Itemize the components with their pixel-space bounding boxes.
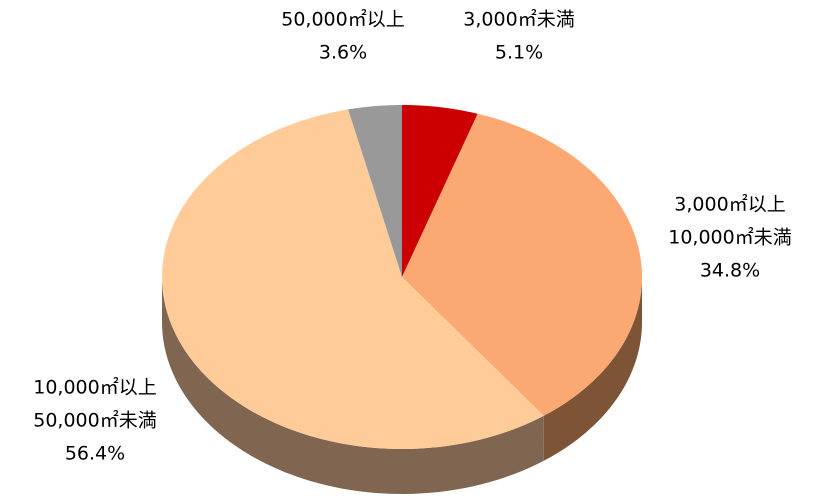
slice-label: 10,000㎡以上 <box>33 376 156 399</box>
value-label: 3.6% <box>319 42 367 64</box>
slice-side <box>543 277 642 461</box>
slice <box>402 105 478 277</box>
value-label: 56.4% <box>65 443 125 465</box>
slice <box>348 105 402 277</box>
slice-label: 3,000㎡以上 <box>674 193 785 216</box>
slice-label: 3,000㎡未満 <box>463 8 574 31</box>
slice-side <box>162 277 544 494</box>
slice <box>402 113 642 416</box>
slice <box>162 109 544 449</box>
slice-label: 10,000㎡未満 <box>668 226 791 249</box>
slice-label: 50,000㎡未満 <box>33 409 156 432</box>
slice-label: 50,000㎡以上 <box>281 8 404 31</box>
value-label: 5.1% <box>495 42 543 64</box>
value-label: 34.8% <box>700 260 760 282</box>
